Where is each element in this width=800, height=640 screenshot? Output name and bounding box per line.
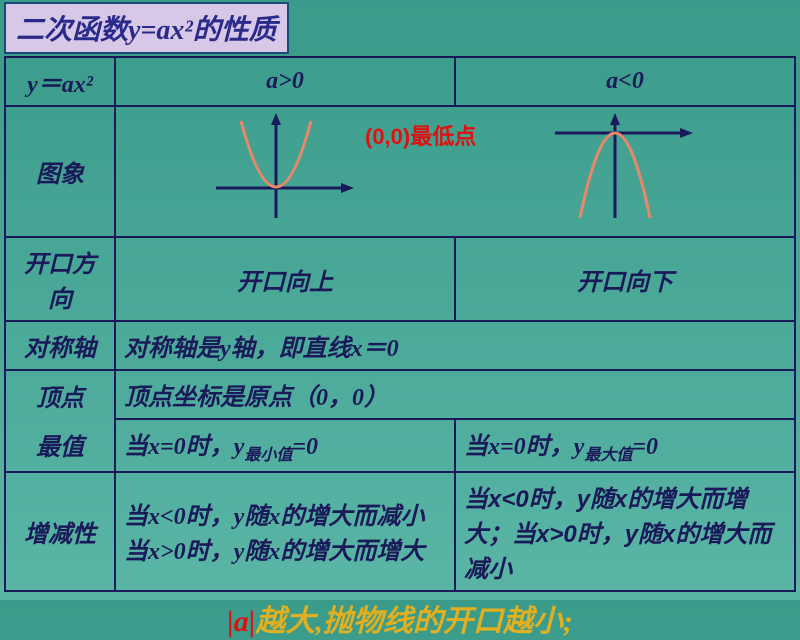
- bottom-b: 越大,抛物线的开口越小;: [255, 605, 573, 638]
- direction-negative: 开口向下: [455, 237, 795, 321]
- bottom-a: |a|: [227, 605, 255, 638]
- row-label-vertex: 顶点: [5, 370, 115, 419]
- row-label-axis: 对称轴: [5, 321, 115, 370]
- monotonic-positive: 当x<0时，y随x的增大而减小 当x>0时，y随x的增大而增大: [115, 472, 455, 591]
- row-label-direction: 开口方向: [5, 237, 115, 321]
- extreme-positive: 当x=0时，y最小值=0: [115, 419, 455, 472]
- parabola-up-icon: [206, 113, 366, 223]
- vertex-label-text: (0,0)最低点: [365, 119, 476, 151]
- monotonic-negative: 当x<0时，y随x的增大而增大；当x>0时，y随x的增大而减小: [455, 472, 795, 591]
- row-label-monotonic: 增减性: [5, 472, 115, 591]
- page-title: 二次函数y=ax²的性质: [4, 2, 289, 54]
- bottom-summary: |a|越大,抛物线的开口越小;: [0, 596, 800, 640]
- axis-value: 对称轴是y轴，即直线x＝0: [115, 321, 795, 370]
- vertex-value: 顶点坐标是原点（0，0）: [115, 370, 795, 419]
- row-label-extreme: 最值: [5, 419, 115, 472]
- properties-table: y＝ax² a>0 a<0 图象 (0,0)最低点 开口: [4, 56, 796, 592]
- extreme-negative: 当x=0时，y最大值=0: [455, 419, 795, 472]
- mono-pos-line2: 当x>0时，y随x的增大而增大: [124, 531, 446, 566]
- header-a-negative: a<0: [455, 57, 795, 106]
- header-equation: y＝ax²: [5, 57, 115, 106]
- graph-a-negative: (0,0)最低点: [455, 106, 795, 237]
- row-label-graph: 图象: [5, 106, 115, 237]
- parabola-down-icon: [545, 113, 705, 223]
- header-a-positive: a>0: [115, 57, 455, 106]
- mono-pos-line1: 当x<0时，y随x的增大而减小: [124, 496, 446, 531]
- direction-positive: 开口向上: [115, 237, 455, 321]
